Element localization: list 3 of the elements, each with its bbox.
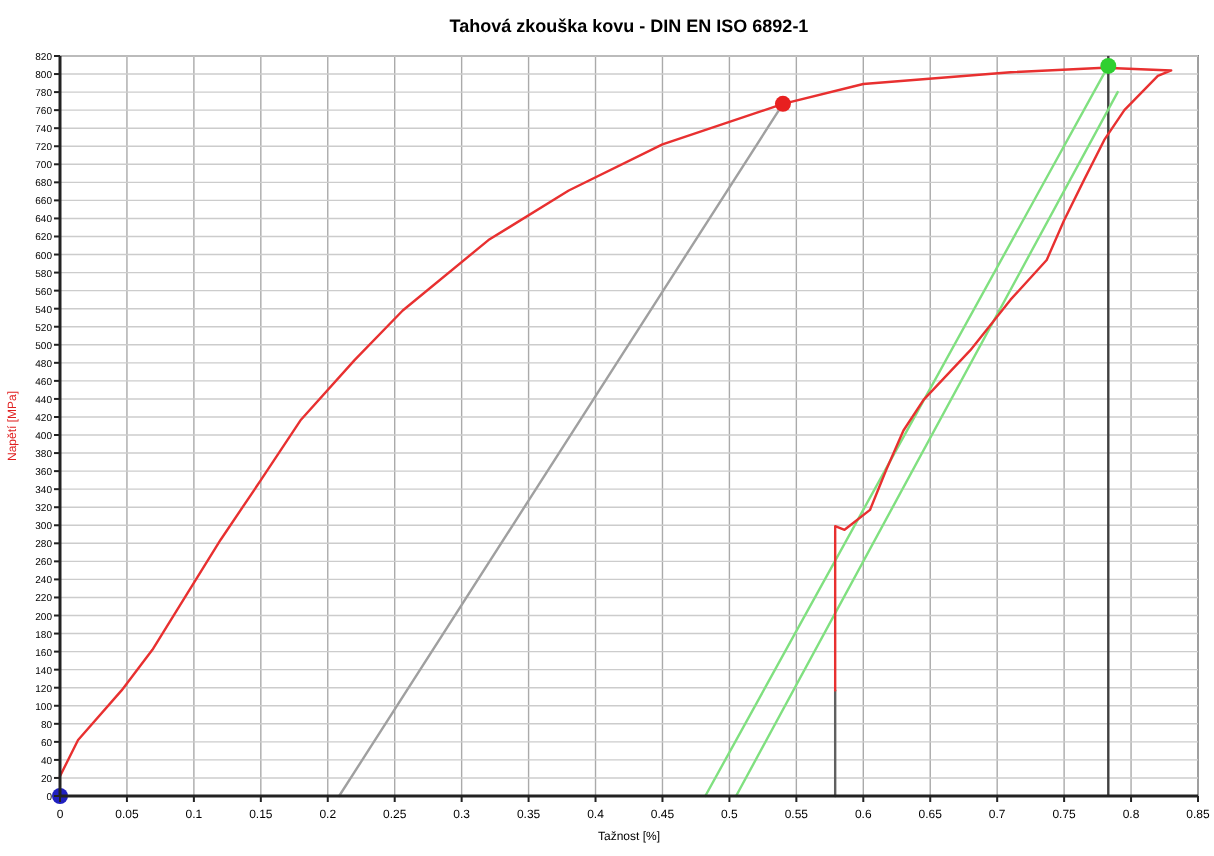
point — [774, 95, 791, 112]
chart-title: Tahová zkouška kovu - DIN EN ISO 6892-1 — [449, 16, 809, 36]
point — [1100, 57, 1117, 74]
